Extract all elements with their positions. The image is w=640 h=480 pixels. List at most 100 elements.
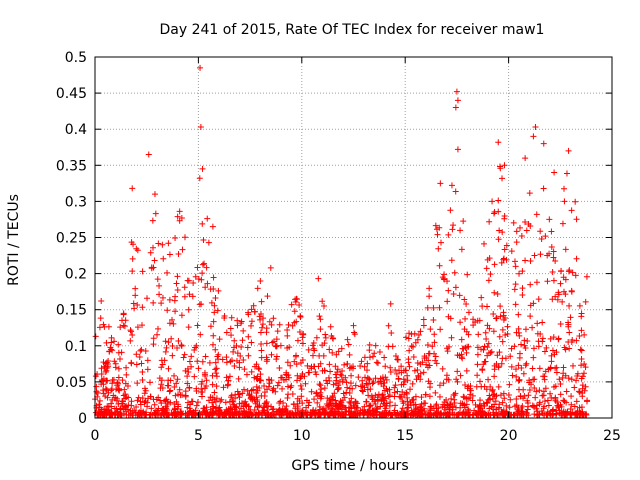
data-point — [292, 353, 299, 360]
data-point — [535, 343, 542, 350]
data-point — [228, 392, 235, 399]
data-point — [150, 396, 157, 403]
data-point — [366, 354, 373, 361]
data-point — [98, 370, 105, 377]
data-points — [92, 64, 591, 419]
data-point — [222, 399, 229, 406]
data-point — [481, 343, 488, 350]
data-point — [580, 370, 587, 377]
data-point — [159, 361, 166, 368]
data-point — [566, 329, 573, 336]
data-point — [108, 410, 115, 417]
data-point — [374, 360, 381, 367]
data-point — [245, 352, 252, 359]
data-point — [198, 276, 205, 283]
data-point — [550, 406, 557, 413]
data-point — [123, 411, 130, 418]
data-point — [410, 353, 417, 360]
data-point — [150, 244, 156, 251]
data-point — [489, 388, 496, 395]
data-point — [457, 227, 464, 234]
data-point — [175, 403, 182, 410]
data-point — [444, 348, 451, 355]
data-point — [330, 335, 337, 342]
data-point — [415, 331, 422, 338]
data-point — [373, 412, 380, 419]
data-point — [516, 332, 523, 339]
y-tick-label: 0.05 — [56, 375, 87, 391]
data-point — [164, 307, 171, 314]
data-point — [565, 323, 572, 330]
data-point — [129, 268, 136, 275]
data-point — [343, 389, 350, 396]
data-point — [515, 325, 522, 332]
data-point — [494, 291, 501, 298]
data-point — [102, 385, 109, 392]
data-point — [180, 354, 187, 361]
data-point — [373, 359, 380, 366]
data-point — [578, 347, 585, 354]
data-point — [501, 395, 508, 402]
data-point — [530, 300, 537, 307]
data-point — [176, 386, 183, 393]
data-point — [208, 299, 215, 306]
data-point — [452, 390, 459, 397]
data-point — [474, 317, 481, 324]
data-point — [144, 403, 151, 410]
data-point — [447, 315, 454, 322]
data-point — [329, 349, 336, 356]
data-point — [568, 401, 575, 408]
data-point — [335, 348, 342, 355]
data-point — [134, 301, 141, 308]
data-point — [399, 398, 406, 405]
data-point — [215, 411, 222, 418]
data-point — [115, 341, 122, 348]
data-point — [259, 321, 266, 328]
data-point — [94, 389, 101, 396]
data-point — [548, 352, 555, 359]
data-point — [184, 380, 191, 387]
data-point — [544, 410, 551, 417]
data-point — [363, 380, 370, 387]
data-point — [532, 124, 539, 131]
data-point — [199, 378, 206, 385]
data-point — [165, 339, 172, 346]
data-point — [138, 346, 145, 353]
data-point — [531, 252, 538, 259]
data-point — [194, 322, 201, 329]
data-point — [121, 323, 128, 330]
data-point — [525, 392, 532, 399]
data-point — [101, 363, 108, 370]
data-point — [475, 331, 482, 338]
data-point — [209, 223, 216, 230]
data-point — [221, 312, 228, 319]
data-point — [366, 375, 373, 382]
data-point — [501, 215, 508, 222]
data-point — [429, 343, 436, 350]
data-point — [248, 392, 255, 399]
data-point — [374, 394, 381, 401]
x-tick-label: 20 — [500, 428, 518, 444]
data-point — [443, 396, 450, 403]
data-point — [569, 269, 576, 276]
data-point — [261, 383, 268, 390]
data-point — [363, 367, 370, 374]
data-point — [122, 317, 129, 324]
data-point — [550, 334, 557, 341]
data-point — [242, 398, 249, 405]
data-point — [136, 409, 143, 416]
data-point — [369, 380, 376, 387]
data-point — [489, 198, 496, 205]
data-point — [199, 220, 206, 227]
x-tick-label: 0 — [91, 428, 100, 444]
data-point — [294, 377, 301, 384]
data-point — [481, 410, 488, 417]
data-point — [289, 322, 296, 329]
data-point — [573, 377, 580, 384]
data-point — [478, 294, 485, 301]
data-point — [489, 386, 496, 393]
data-point — [402, 367, 409, 374]
data-point — [491, 289, 498, 296]
x-tick-label: 10 — [293, 428, 311, 444]
data-point — [358, 358, 365, 365]
